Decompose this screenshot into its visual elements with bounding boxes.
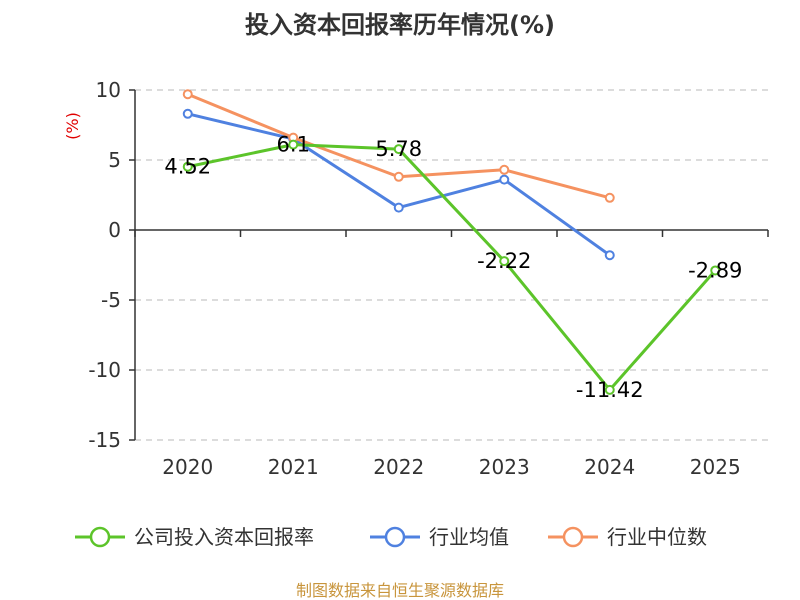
x-tick-label: 2021 xyxy=(268,455,319,479)
x-tick-label: 2022 xyxy=(373,455,424,479)
x-tick-label: 2020 xyxy=(162,455,213,479)
data-label: -2.89 xyxy=(688,258,742,282)
data-label: 5.78 xyxy=(375,137,422,161)
legend-item[interactable]: 行业均值 xyxy=(370,525,509,549)
data-point[interactable] xyxy=(393,171,404,182)
grid-lines xyxy=(135,89,768,441)
series-line xyxy=(187,143,717,392)
data-point[interactable] xyxy=(604,192,615,203)
data-point[interactable] xyxy=(499,174,510,185)
series-line xyxy=(187,112,611,257)
data-point[interactable] xyxy=(182,108,193,119)
data-label: -11.42 xyxy=(576,378,644,402)
legend-label: 行业中位数 xyxy=(607,525,707,549)
legend[interactable]: 公司投入资本回报率 行业均值 行业中位数 xyxy=(75,525,707,549)
y-axis-unit: (%) xyxy=(63,112,82,140)
y-tick-label: -5 xyxy=(101,288,121,312)
legend-marker-icon xyxy=(562,526,584,548)
data-labels: 4.52 6.1 5.78 -2.22 -11.42 -2.89 xyxy=(164,133,742,402)
y-tick-label: 10 xyxy=(96,78,121,102)
y-tick-label: -15 xyxy=(88,428,121,452)
x-tick-label: 2023 xyxy=(479,455,530,479)
y-tick-label: 0 xyxy=(108,218,121,242)
legend-label: 行业均值 xyxy=(429,525,509,549)
legend-item[interactable]: 行业中位数 xyxy=(548,525,707,549)
y-tick-label: 5 xyxy=(108,148,121,172)
data-point[interactable] xyxy=(182,89,193,100)
x-tick-label: 2024 xyxy=(584,455,635,479)
series-group xyxy=(182,89,721,395)
x-tick-label: 2025 xyxy=(690,455,741,479)
data-point[interactable] xyxy=(393,202,404,213)
data-point[interactable] xyxy=(288,139,299,150)
data-point[interactable] xyxy=(499,256,510,267)
axes: 10 5 0 -5 -10 -15 2020 2021 2022 2023 2024 2025 xyxy=(88,78,769,479)
data-point[interactable] xyxy=(499,164,510,175)
legend-label: 公司投入资本回报率 xyxy=(134,525,314,549)
chart-title: 投入资本回报率历年情况(%) xyxy=(245,11,555,39)
data-label: 4.52 xyxy=(164,155,211,179)
data-point[interactable] xyxy=(710,265,721,276)
legend-marker-icon xyxy=(384,526,406,548)
data-point[interactable] xyxy=(604,250,615,261)
legend-item[interactable]: 公司投入资本回报率 xyxy=(75,525,314,549)
source-note: 制图数据来自恒生聚源数据库 xyxy=(296,581,504,600)
legend-marker-icon xyxy=(89,526,111,548)
data-label: 6.1 xyxy=(277,133,310,157)
data-point[interactable] xyxy=(393,144,404,155)
data-point[interactable] xyxy=(604,384,615,395)
data-label: -2.22 xyxy=(477,249,531,273)
y-tick-label: -10 xyxy=(88,358,121,382)
data-point[interactable] xyxy=(182,161,193,172)
